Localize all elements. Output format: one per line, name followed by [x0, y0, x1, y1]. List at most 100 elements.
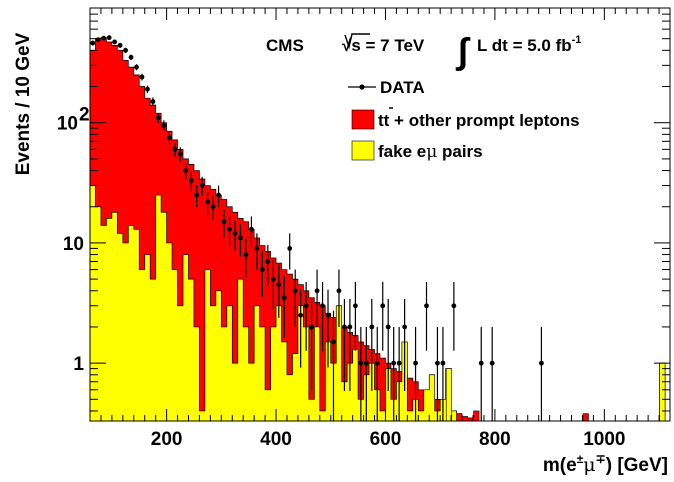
- y-tick-label-1: 10: [63, 234, 84, 255]
- cms-lumi-text: L dt = 5.0 fb: [477, 36, 572, 55]
- data-point-27: [238, 235, 243, 241]
- legend-ttbar-suffix: + other prompt leptons: [389, 111, 579, 130]
- x-axis-title: m(e±μ∓) [GeV]: [543, 452, 668, 476]
- data-point-34: [276, 282, 282, 288]
- x-tick-label-3: 800: [479, 429, 511, 450]
- y-tick-label-2: 10: [57, 114, 78, 135]
- data-point-5: [117, 42, 123, 48]
- data-point-2: [101, 35, 107, 41]
- data-point-15: [172, 146, 178, 152]
- data-point-18: [188, 178, 194, 183]
- data-point-0: [90, 40, 96, 46]
- data-point-38: [298, 312, 304, 318]
- data-point-61: [440, 360, 446, 366]
- data-point-3: [106, 35, 112, 41]
- data-point-24: [221, 219, 227, 225]
- data-point-35: [281, 295, 287, 301]
- data-point-50: [363, 360, 369, 366]
- y-tick-label-0: 1: [73, 354, 84, 375]
- x-axis-title-main: m(e: [543, 455, 577, 476]
- legend: DATA tt + other prompt leptons fake eμ p…: [348, 78, 580, 162]
- data-point-46: [342, 324, 347, 330]
- data-point-14: [166, 135, 172, 141]
- data-point-45: [336, 288, 342, 294]
- data-point-29: [249, 226, 254, 232]
- data-point-60: [435, 360, 440, 366]
- data-point-25: [227, 226, 232, 232]
- legend-item-data: DATA: [348, 78, 425, 97]
- data-point-63: [478, 360, 484, 366]
- plot-frame: [89, 7, 671, 422]
- data-point-56: [396, 360, 402, 366]
- cms-energy-label: √s = 7 TeV: [342, 36, 425, 55]
- legend-fake-swatch: [351, 140, 375, 161]
- legend-fake-suffix: pairs: [437, 142, 482, 161]
- cms-lumi-exponent: -1: [572, 34, 582, 46]
- data-point-12: [155, 115, 161, 121]
- data-point-10: [145, 86, 150, 92]
- legend-fake-label: fake eμ pairs: [378, 142, 483, 162]
- x-axis-title-sup1: ±: [577, 452, 584, 466]
- data-point-51: [369, 324, 375, 330]
- data-point-65: [539, 360, 544, 366]
- legend-data-marker: [359, 84, 365, 90]
- data-point-17: [183, 168, 189, 173]
- sqrt-bar: [344, 33, 370, 50]
- data-point-8: [134, 64, 139, 70]
- cms-header: CMS √s = 7 TeV ∫ L dt = 5.0 fb-1: [266, 30, 581, 71]
- data-point-23: [216, 192, 221, 198]
- data-point-16: [177, 151, 183, 157]
- legend-data-label: DATA: [380, 78, 425, 97]
- data-point-40: [309, 324, 315, 330]
- data-point-48: [352, 303, 358, 309]
- legend-ttbar-swatch: [351, 109, 375, 130]
- data-point-26: [232, 230, 238, 236]
- data-point-28: [243, 252, 249, 257]
- series-1-isolated-bin-1: [659, 362, 666, 422]
- data-point-13: [161, 122, 167, 128]
- data-point-58: [413, 360, 418, 366]
- data-point-52: [374, 360, 380, 366]
- series-0-isolated-bin-0: [473, 410, 480, 422]
- legend-fake-prefix: fake e: [378, 142, 426, 161]
- x-tick-label-1: 400: [260, 429, 292, 450]
- data-point-1: [95, 37, 101, 43]
- series-0-isolated-bin-1: [582, 413, 589, 422]
- data-point-54: [385, 324, 391, 330]
- legend-ttbar-prefix: tt: [378, 111, 390, 130]
- data-point-33: [270, 276, 276, 282]
- data-point-49: [358, 360, 364, 366]
- cms-lumi-label: L dt = 5.0 fb-1: [477, 34, 581, 55]
- series-1-isolated-bin-0: [445, 368, 452, 422]
- y-axis-title: Events / 10 GeV: [13, 32, 34, 175]
- data-point-59: [424, 303, 429, 309]
- legend-item-fake: fake eμ pairs: [351, 140, 483, 162]
- data-point-62: [451, 303, 457, 309]
- data-point-6: [123, 47, 128, 53]
- data-point-43: [325, 312, 331, 318]
- data-point-21: [205, 199, 211, 205]
- data-point-53: [380, 303, 386, 309]
- data-point-36: [287, 246, 293, 251]
- data-point-55: [391, 360, 397, 366]
- data-point-41: [314, 288, 320, 294]
- data-point-9: [139, 74, 145, 80]
- x-axis-title-sup2: ∓: [596, 452, 606, 466]
- x-axis-title-mu: μ: [583, 454, 595, 476]
- data-point-7: [128, 54, 134, 60]
- x-tick-label-4: 1000: [583, 429, 625, 450]
- data-point-57: [402, 324, 408, 330]
- data-point-22: [210, 204, 216, 210]
- data-point-30: [254, 246, 260, 251]
- y-tick-label-exponent-2: 2: [79, 105, 90, 126]
- legend-ttbar-label: tt + other prompt leptons: [378, 111, 580, 130]
- lumi-integral-sign: ∫: [455, 30, 471, 71]
- data-point-47: [347, 324, 353, 330]
- x-axis-title-tail: ) [GeV]: [606, 455, 668, 476]
- data-point-11: [150, 99, 156, 104]
- data-point-4: [112, 39, 118, 45]
- data-point-37: [292, 288, 298, 294]
- x-tick-label-0: 200: [151, 429, 183, 450]
